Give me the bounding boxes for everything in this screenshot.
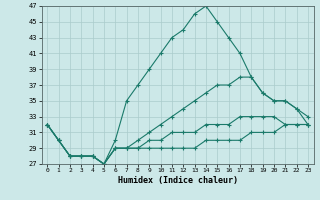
X-axis label: Humidex (Indice chaleur): Humidex (Indice chaleur): [118, 176, 237, 185]
